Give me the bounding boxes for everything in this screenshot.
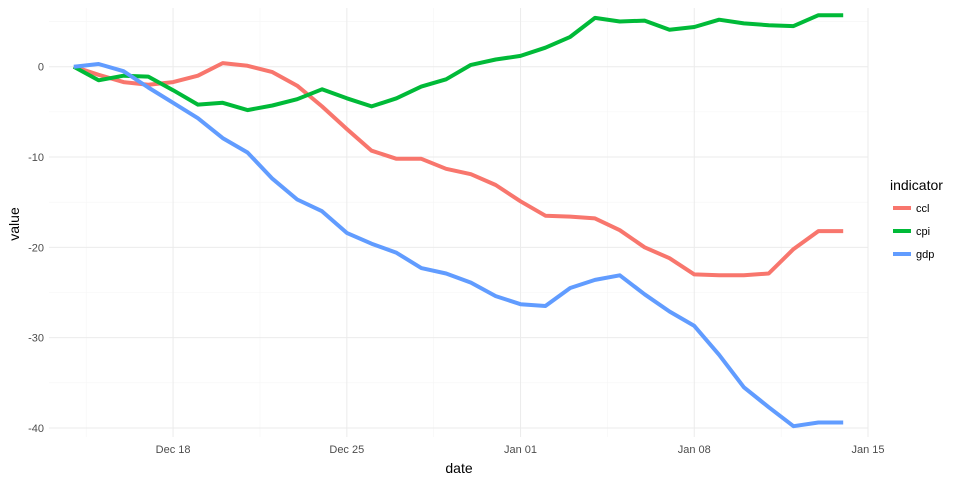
y-tick-label: -40 [28, 423, 44, 435]
series-line-gdp [73, 62, 844, 429]
legend-label-ccl: ccl [916, 203, 929, 215]
grid-major [49, 8, 869, 437]
x-tick-label: Dec 18 [156, 444, 191, 456]
legend-label-gdp: gdp [916, 249, 934, 261]
x-tick-label: Jan 01 [504, 444, 537, 456]
x-axis-ticks: Dec 18 Dec 25 Jan 01 Jan 08 Jan 15 [156, 444, 885, 456]
legend-title: indicator [890, 177, 943, 193]
series-layer [72, 13, 844, 429]
series-line-ccl [73, 61, 844, 278]
series-line-cpi [72, 13, 844, 113]
y-axis-ticks: 0 -10 -20 -30 -40 [28, 62, 44, 435]
x-axis-title: date [445, 460, 472, 476]
x-tick-label: Jan 08 [678, 444, 711, 456]
legend-label-cpi: cpi [916, 226, 930, 238]
x-tick-label: Jan 15 [851, 444, 884, 456]
y-tick-label: -30 [28, 333, 44, 345]
y-tick-label: -10 [28, 152, 44, 164]
legend: indicator ccl cpi gdp [890, 177, 943, 261]
y-tick-label: -20 [28, 242, 44, 254]
y-axis-title: value [6, 207, 22, 241]
legend-items: ccl cpi gdp [893, 203, 934, 261]
x-tick-label: Dec 25 [329, 444, 364, 456]
y-tick-label: 0 [38, 62, 44, 74]
